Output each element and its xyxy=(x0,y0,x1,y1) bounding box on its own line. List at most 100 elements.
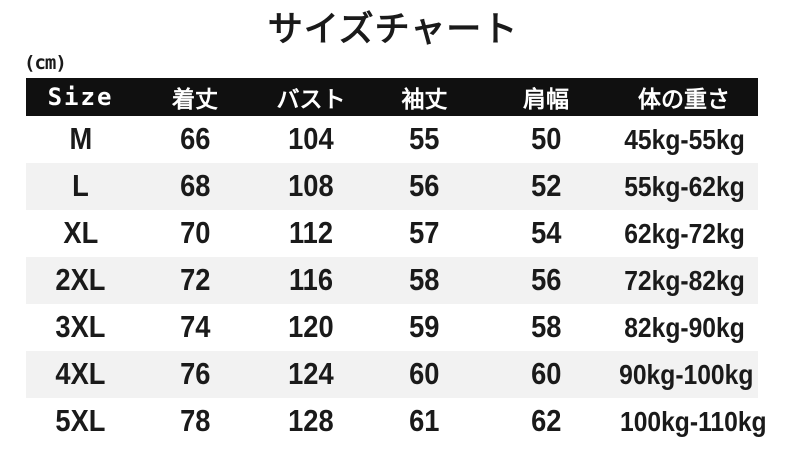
sleeve-length-value: 58 xyxy=(409,262,440,297)
measurement-cell: 76 xyxy=(135,356,255,392)
table-row: M 66 104 55 50 45kg-55kg xyxy=(26,116,758,163)
body-length-value: 68 xyxy=(179,168,211,203)
column-header-shoulder-width: 肩幅 xyxy=(523,85,569,112)
measurement-cell: 62 xyxy=(482,403,610,439)
bust-value: 120 xyxy=(288,309,334,344)
measurement-cell: 52 xyxy=(482,168,610,204)
table-header-row: Size 着丈 バスト 袖丈 肩幅 体の重さ xyxy=(26,77,758,116)
measurement-cell: 116 xyxy=(255,262,367,298)
weight-range-value: 100kg-110kg xyxy=(619,406,767,437)
shoulder-width-value: 60 xyxy=(530,356,562,391)
weight-range-value: 72kg-82kg xyxy=(623,265,745,296)
sleeve-length-value: 55 xyxy=(409,121,440,156)
bust-value: 116 xyxy=(288,262,333,297)
measurement-cell: 57 xyxy=(367,215,482,251)
measurement-cell: 74 xyxy=(135,309,255,345)
shoulder-width-value: 62 xyxy=(530,403,562,438)
weight-cell: 90kg-100kg xyxy=(610,356,758,392)
sleeve-length-value: 57 xyxy=(409,215,440,250)
measurement-cell: 104 xyxy=(255,121,367,157)
unit-label: (cm) xyxy=(24,51,67,74)
body-length-value: 66 xyxy=(179,121,211,156)
shoulder-width-value: 58 xyxy=(530,309,562,344)
bust-value: 108 xyxy=(288,168,334,203)
size-cell: 2XL xyxy=(26,262,135,298)
size-value: L xyxy=(72,168,89,203)
size-cell: 5XL xyxy=(26,403,135,439)
measurement-cell: 120 xyxy=(255,309,367,345)
weight-range-value: 45kg-55kg xyxy=(623,124,745,155)
measurement-cell: 128 xyxy=(255,403,367,439)
measurement-cell: 70 xyxy=(135,215,255,251)
sleeve-length-value: 60 xyxy=(409,356,440,391)
size-cell: 3XL xyxy=(26,309,135,345)
weight-cell: 82kg-90kg xyxy=(610,309,758,345)
shoulder-width-value: 54 xyxy=(530,215,562,250)
column-header-body-weight: 体の重さ xyxy=(638,85,730,112)
measurement-cell: 54 xyxy=(482,215,610,251)
bust-value: 124 xyxy=(288,356,334,391)
measurement-cell: 78 xyxy=(135,403,255,439)
weight-cell: 100kg-110kg xyxy=(610,403,767,439)
shoulder-width-value: 52 xyxy=(530,168,562,203)
measurement-cell: 58 xyxy=(367,262,482,298)
measurement-cell: 68 xyxy=(135,168,255,204)
weight-cell: 45kg-55kg xyxy=(610,121,758,157)
sleeve-length-value: 59 xyxy=(409,309,440,344)
weight-cell: 55kg-62kg xyxy=(610,168,758,204)
bust-value: 104 xyxy=(288,121,334,156)
measurement-cell: 60 xyxy=(367,356,482,392)
table-row: 4XL 76 124 60 60 90kg-100kg xyxy=(26,350,758,398)
weight-cell: 62kg-72kg xyxy=(610,215,758,251)
weight-cell: 72kg-82kg xyxy=(610,262,758,298)
measurement-cell: 56 xyxy=(367,168,482,204)
table-row: 3XL 74 120 59 58 82kg-90kg xyxy=(26,304,758,351)
measurement-cell: 66 xyxy=(135,121,255,157)
measurement-cell: 61 xyxy=(367,403,482,439)
weight-range-value: 82kg-90kg xyxy=(623,312,745,343)
table-row: XL 70 112 57 54 62kg-72kg xyxy=(26,210,758,257)
size-value: 5XL xyxy=(55,403,106,438)
size-cell: L xyxy=(26,168,135,204)
bust-value: 112 xyxy=(288,215,333,250)
size-cell: 4XL xyxy=(26,356,135,392)
measurement-cell: 124 xyxy=(255,356,367,392)
weight-range-value: 62kg-72kg xyxy=(623,218,745,249)
size-table: Size 着丈 バスト 袖丈 肩幅 体の重さ M 66 104 55 50 45… xyxy=(26,77,767,445)
measurement-cell: 56 xyxy=(482,262,610,298)
size-cell: M xyxy=(26,121,135,157)
measurement-cell: 55 xyxy=(367,121,482,157)
measurement-cell: 59 xyxy=(367,309,482,345)
table-row: 2XL 72 116 58 56 72kg-82kg xyxy=(26,256,758,304)
measurement-cell: 108 xyxy=(255,168,367,204)
shoulder-width-value: 56 xyxy=(530,262,562,297)
size-value: M xyxy=(69,121,92,156)
body-length-value: 70 xyxy=(179,215,211,250)
column-header-body-length: 着丈 xyxy=(172,85,218,112)
table-row: L 68 108 56 52 55kg-62kg xyxy=(26,162,758,210)
measurement-cell: 112 xyxy=(255,215,367,251)
measurement-cell: 72 xyxy=(135,262,255,298)
column-header-bust: バスト xyxy=(276,85,346,112)
column-header-sleeve-length: 袖丈 xyxy=(401,85,448,112)
shoulder-width-value: 50 xyxy=(530,121,562,156)
measurement-cell: 50 xyxy=(482,121,610,157)
column-header-size: Size xyxy=(47,82,114,111)
table-row: 5XL 78 128 61 62 100kg-110kg xyxy=(26,398,767,445)
measurement-cell: 58 xyxy=(482,309,610,345)
body-length-value: 78 xyxy=(179,403,211,438)
bust-value: 128 xyxy=(288,403,334,438)
size-value: 3XL xyxy=(55,309,106,344)
size-value: XL xyxy=(63,215,98,250)
weight-range-value: 90kg-100kg xyxy=(619,359,754,390)
body-length-value: 74 xyxy=(179,309,211,344)
body-length-value: 76 xyxy=(179,356,211,391)
sleeve-length-value: 56 xyxy=(409,168,440,203)
weight-range-value: 55kg-62kg xyxy=(623,171,745,202)
size-value: 4XL xyxy=(55,356,106,391)
measurement-cell: 60 xyxy=(482,356,610,392)
size-cell: XL xyxy=(26,215,135,251)
size-value: 2XL xyxy=(55,262,106,297)
chart-title: サイズチャート xyxy=(267,10,519,49)
sleeve-length-value: 61 xyxy=(409,403,440,438)
